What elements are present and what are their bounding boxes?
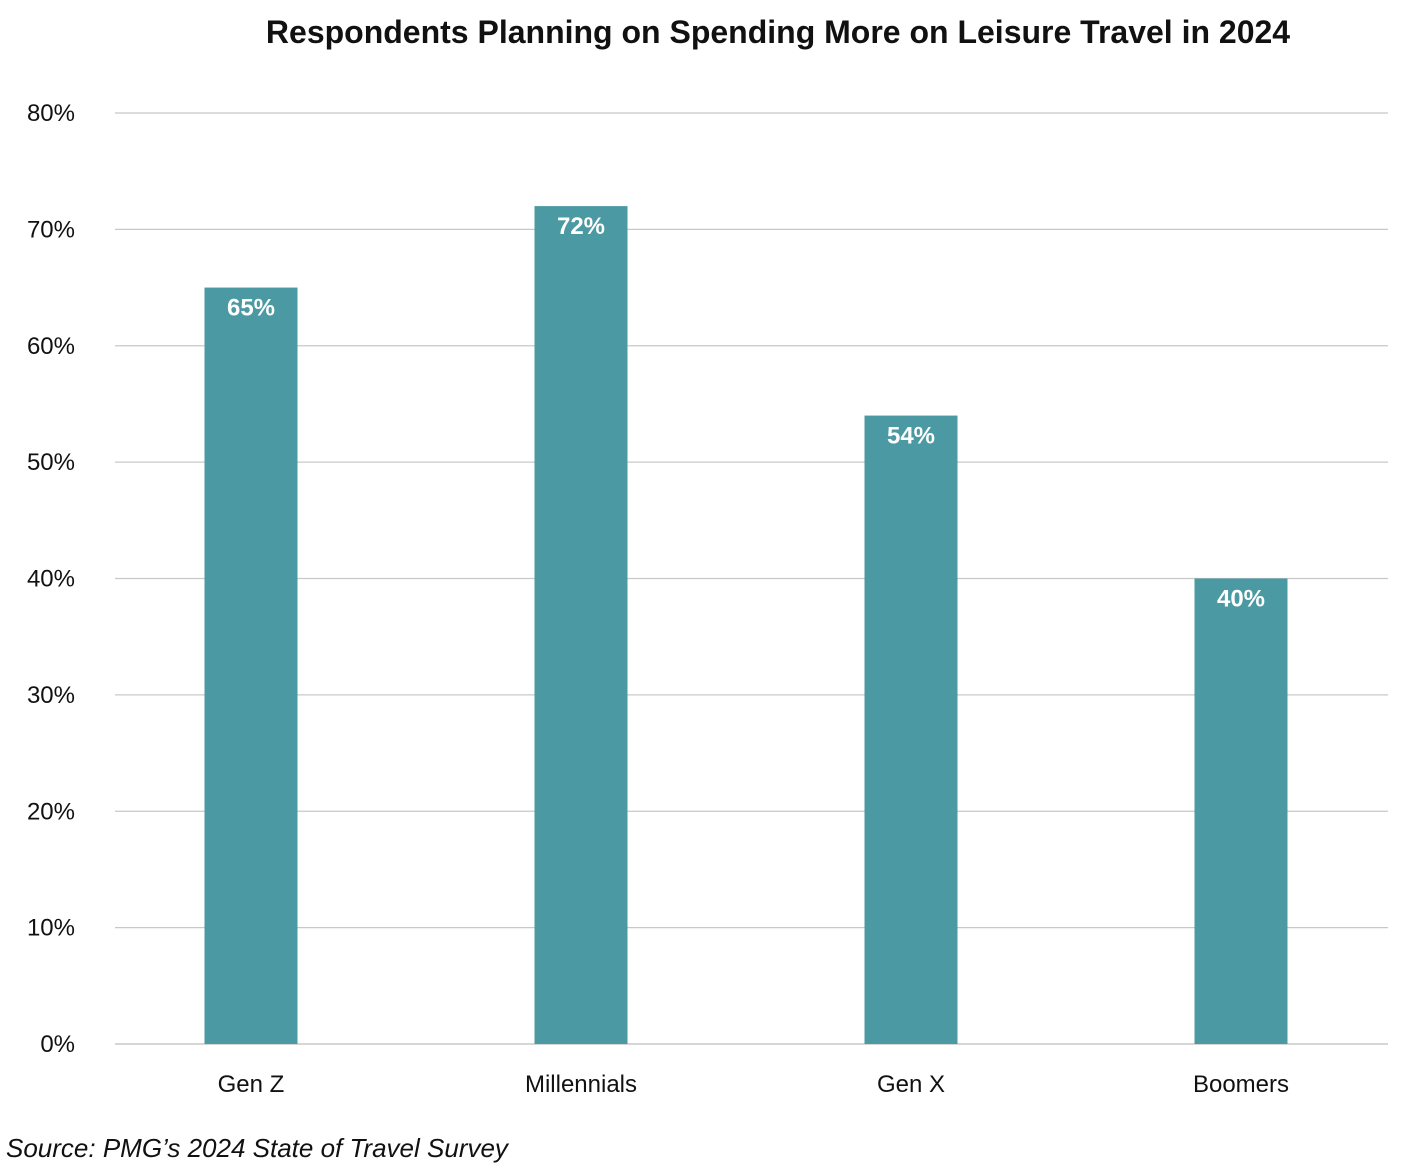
y-tick-label: 70% <box>27 216 75 243</box>
y-tick-label: 50% <box>27 449 75 476</box>
x-category-label: Gen X <box>877 1071 945 1098</box>
y-tick-label: 40% <box>27 566 75 593</box>
x-category-label: Millennials <box>525 1071 637 1098</box>
chart-title: Respondents Planning on Spending More on… <box>265 14 1291 50</box>
x-axis-category-labels: Gen Z Millennials Gen X Boomers <box>218 1071 1289 1098</box>
source-note: Source: PMG’s 2024 State of Travel Surve… <box>6 1133 508 1163</box>
y-tick-label: 10% <box>27 915 75 942</box>
bar <box>204 287 298 1044</box>
bar <box>1194 578 1288 1044</box>
gridlines <box>115 112 1388 1045</box>
y-tick-label: 30% <box>27 682 75 709</box>
y-axis-tick-labels: 0% 10% 20% 30% 40% 50% 60% 70% 80% <box>27 100 75 1058</box>
y-tick-label: 60% <box>27 333 75 360</box>
y-tick-label: 80% <box>27 100 75 127</box>
data-label: 72% <box>557 213 605 240</box>
bar <box>534 206 628 1045</box>
y-tick-label: 0% <box>40 1031 75 1058</box>
data-label: 40% <box>1217 586 1265 613</box>
x-category-label: Gen Z <box>218 1071 285 1098</box>
data-label: 54% <box>887 423 935 450</box>
x-category-label: Boomers <box>1193 1071 1289 1098</box>
y-tick-label: 20% <box>27 798 75 825</box>
bar-chart: 0%10%20%30%40%50%60%70%80% 65%72%54%40% … <box>27 100 1388 1098</box>
data-label: 65% <box>227 295 275 322</box>
bar <box>864 415 958 1044</box>
bars: 65% 72% 54% 40% <box>204 206 1288 1045</box>
